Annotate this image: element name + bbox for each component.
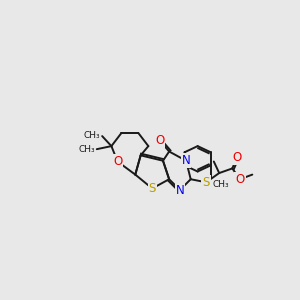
Text: CH₃: CH₃	[79, 146, 95, 154]
Text: CH₃: CH₃	[84, 131, 101, 140]
Text: N: N	[182, 154, 190, 167]
Text: O: O	[113, 155, 122, 168]
Text: O: O	[232, 151, 242, 164]
Text: S: S	[148, 182, 156, 195]
Text: O: O	[236, 173, 244, 186]
Text: S: S	[202, 176, 210, 189]
Text: CH₃: CH₃	[212, 180, 229, 189]
Text: N: N	[176, 184, 184, 196]
Text: O: O	[155, 134, 164, 147]
